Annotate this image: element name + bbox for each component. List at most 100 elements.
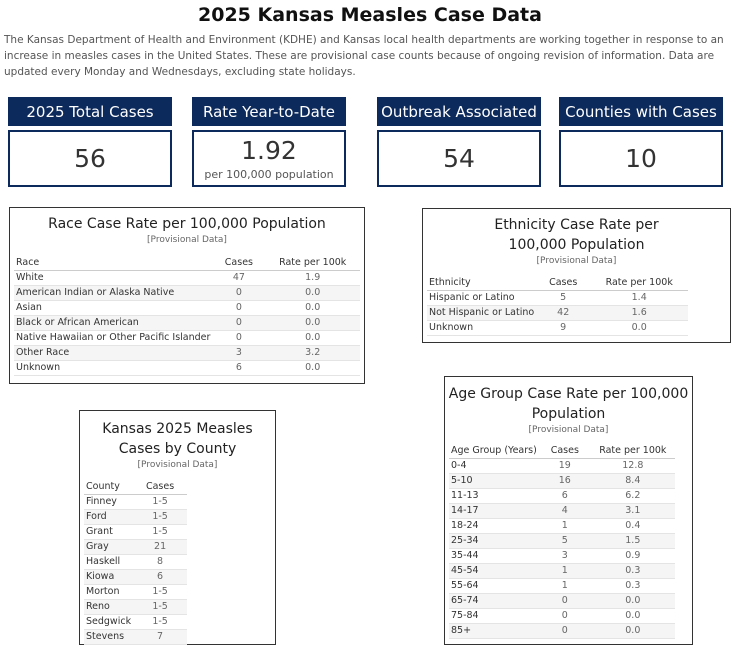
table-cell: 35-44 (449, 548, 539, 564)
race-header-row: Race Cases Rate per 100k (14, 255, 360, 271)
table-cell: 6 (538, 488, 591, 504)
ethnicity-subtitle: [Provisional Data] (536, 256, 617, 266)
table-cell: 0.3 (590, 563, 675, 579)
table-cell: 0 (538, 608, 591, 624)
county-column-header: County (84, 479, 134, 495)
table-row: 35-44 3 0.9 (449, 548, 675, 564)
race-column-header: Rate per 100k (265, 255, 360, 271)
table-row: 75-84 0 0.0 (449, 608, 675, 624)
table-row: Not Hispanic or Latino 42 1.6 (427, 305, 689, 321)
table-row: 5-10 16 8.4 (449, 473, 675, 489)
table-cell: 14-17 (449, 503, 539, 519)
table-cell: 0 (212, 330, 266, 346)
table-cell: 0 (212, 315, 266, 331)
table-cell: Unknown (427, 320, 537, 336)
table-cell: 1 (538, 518, 591, 534)
table-cell: 0.0 (265, 315, 360, 331)
table-cell: 5 (538, 533, 591, 549)
table-row: White 47 1.9 (14, 270, 360, 286)
race-subtitle: [Provisional Data] (147, 235, 227, 245)
table-cell: Ford (84, 509, 134, 525)
table-cell: 85+ (449, 623, 539, 639)
table-cell: White (14, 270, 213, 286)
table-row: 18-24 1 0.4 (449, 518, 675, 534)
page-title: 2025 Kansas Measles Case Data (198, 4, 542, 26)
table-cell: Reno (84, 599, 134, 615)
table-cell: 1.9 (265, 270, 360, 286)
race-panel: Race Case Rate per 100,000 Population [P… (9, 207, 365, 384)
table-cell: Grant (84, 524, 134, 540)
table-row: 85+ 0 0.0 (449, 623, 675, 639)
table-cell: 3.1 (590, 503, 675, 519)
table-cell: 0.0 (590, 593, 675, 609)
table-cell: Hispanic or Latino (427, 290, 537, 306)
table-row: 14-17 4 3.1 (449, 503, 675, 519)
table-row: Other Race 3 3.2 (14, 345, 360, 361)
table-cell: Sedgwick (84, 614, 134, 630)
table-cell: 5 (536, 290, 591, 306)
table-row: Sedgwick 1-5 (84, 614, 188, 630)
table-cell: 65-74 (449, 593, 539, 609)
intro-text: The Kansas Department of Health and Envi… (4, 34, 724, 78)
table-cell: Gray (84, 539, 134, 555)
ethnicity-title-line1: Ethnicity Case Rate per (494, 217, 659, 233)
table-row: Unknown 9 0.0 (427, 320, 689, 336)
table-cell: 0 (538, 593, 591, 609)
age-title-line1: Age Group Case Rate per 100,000 (448, 386, 689, 402)
race-column-header: Cases (212, 255, 266, 271)
ethnicity-header-row: Ethnicity Cases Rate per 100k (427, 275, 689, 291)
table-cell: 4 (538, 503, 591, 519)
kpi-total-cases-label: 2025 Total Cases (8, 97, 172, 126)
age-panel: Age Group Case Rate per 100,000 Populati… (444, 376, 693, 645)
table-cell: 1.5 (590, 533, 675, 549)
table-cell: Native Hawaiian or Other Pacific Islande… (14, 330, 213, 346)
kpi-rate-subtext: per 100,000 population (204, 168, 334, 181)
table-row: 65-74 0 0.0 (449, 593, 675, 609)
table-cell: Stevens (84, 629, 134, 645)
county-header-row: County Cases (84, 479, 188, 495)
county-column-header: Cases (133, 479, 188, 495)
table-cell: 16 (538, 473, 591, 489)
kpi-total-cases-value: 56 (74, 144, 106, 173)
age-subtitle: [Provisional Data] (528, 425, 609, 435)
table-cell: 1-5 (133, 584, 188, 600)
table-cell: Not Hispanic or Latino (427, 305, 537, 321)
table-cell: 11-13 (449, 488, 539, 504)
table-cell: 3 (538, 548, 591, 564)
county-table: County Cases Finney 1-5 Ford 1-5 Grant 1-5 Gray 2… (84, 479, 188, 645)
age-column-header: Cases (538, 443, 591, 459)
age-title-line2: Population (531, 406, 606, 422)
table-row: Asian 0 0.0 (14, 300, 360, 316)
table-cell: 1-5 (133, 494, 188, 510)
kpi-rate-label: Rate Year-to-Date (192, 97, 346, 126)
table-cell: Finney (84, 494, 134, 510)
table-cell: 0.0 (265, 285, 360, 301)
table-row: Black or African American 0 0.0 (14, 315, 360, 331)
table-cell: 18-24 (449, 518, 539, 534)
table-cell: 5-10 (449, 473, 539, 489)
county-title-line2: Cases by County (118, 441, 237, 457)
table-row: Morton 1-5 (84, 584, 188, 600)
table-cell: 3 (212, 345, 266, 361)
ethnicity-column-header: Rate per 100k (590, 275, 689, 291)
ethnicity-title-line2: 100,000 Population (508, 237, 645, 253)
kpi-rate-value: 1.92 (241, 136, 297, 165)
table-cell: 42 (536, 305, 591, 321)
table-row: 45-54 1 0.3 (449, 563, 675, 579)
table-cell: 1-5 (133, 509, 188, 525)
table-cell: 1.4 (590, 290, 689, 306)
table-row: 0-4 19 12.8 (449, 458, 675, 474)
table-row: 11-13 6 6.2 (449, 488, 675, 504)
table-cell: 9 (536, 320, 591, 336)
table-row: Hispanic or Latino 5 1.4 (427, 290, 689, 306)
kpi-total-cases: 56 (8, 130, 172, 187)
table-cell: 0 (212, 300, 266, 316)
table-row: 25-34 5 1.5 (449, 533, 675, 549)
table-row: Stevens 7 (84, 629, 188, 645)
table-cell: 0.9 (590, 548, 675, 564)
table-row: Unknown 6 0.0 (14, 360, 360, 376)
table-cell: 1.6 (590, 305, 689, 321)
table-cell: 21 (133, 539, 188, 555)
race-table: Race Cases Rate per 100k White 47 1.9 American… (14, 255, 360, 376)
ethnicity-column-header: Cases (536, 275, 591, 291)
